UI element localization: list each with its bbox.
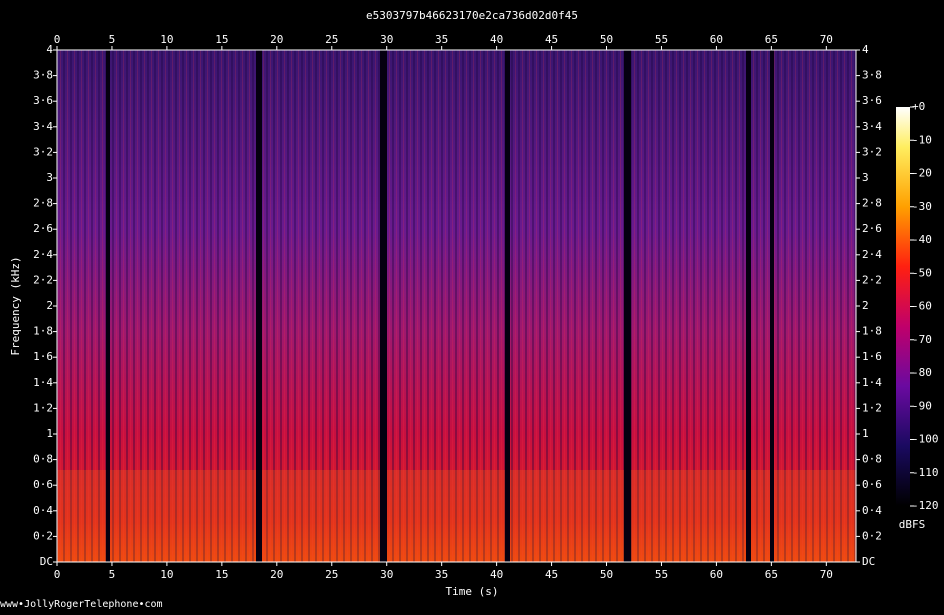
y-tick-label-right: 0·8: [862, 453, 882, 466]
colorbar-tick-label: -110: [912, 466, 939, 479]
y-tick-label-right: 2·8: [862, 197, 882, 210]
y-tick-label-right: 3: [862, 171, 869, 184]
colorbar-tick-label: -60: [912, 300, 932, 313]
y-tick-label-right: 2: [862, 299, 869, 312]
x-tick-label: 25: [325, 568, 338, 581]
y-tick-label-right: 3·4: [862, 120, 882, 133]
y-tick-label: 4: [46, 43, 53, 56]
y-tick-label-right: 3·6: [862, 94, 882, 107]
y-tick-label: 2·4: [33, 248, 53, 261]
x-tick-label-top: 50: [600, 33, 613, 46]
x-tick-label: 30: [380, 568, 393, 581]
x-tick-label-top: 10: [160, 33, 173, 46]
x-axis-label: Time (s): [446, 585, 499, 598]
footer: www•JollyRogerTelephone•com: [0, 599, 163, 610]
x-tick-label-top: 70: [820, 33, 833, 46]
y-tick-label: 3·4: [33, 120, 53, 133]
colorbar: [896, 107, 910, 506]
x-tick-label: 40: [490, 568, 503, 581]
x-tick-label-top: 0: [54, 33, 61, 46]
y-tick-label-right: 3·8: [862, 69, 882, 82]
chart-title: e5303797b46623170e2ca736d02d0f45: [366, 9, 578, 22]
y-tick-label-right: 1·4: [862, 376, 882, 389]
x-tick-label-top: 65: [765, 33, 778, 46]
y-tick-label-right: 0·2: [862, 529, 882, 542]
y-tick-label-right: 1·8: [862, 325, 882, 338]
y-tick-label: 1·6: [33, 350, 53, 363]
colorbar-tick-label: -30: [912, 200, 932, 213]
x-tick-label-top: 45: [545, 33, 558, 46]
colorbar-tick-label: -20: [912, 167, 932, 180]
x-tick-label-top: 55: [655, 33, 668, 46]
x-tick-label: 5: [109, 568, 116, 581]
y-tick-label: 2·6: [33, 222, 53, 235]
x-tick-label-top: 5: [109, 33, 116, 46]
x-tick-label-top: 35: [435, 33, 448, 46]
x-tick-label: 0: [54, 568, 61, 581]
x-tick-label-top: 60: [710, 33, 723, 46]
y-tick-label-right: 1·6: [862, 350, 882, 363]
colorbar-tick-label: +0: [912, 100, 925, 113]
x-tick-label: 55: [655, 568, 668, 581]
x-tick-label: 35: [435, 568, 448, 581]
colorbar-tick-label: -120: [912, 499, 939, 512]
x-tick-label-top: 15: [215, 33, 228, 46]
y-tick-label: 1: [46, 427, 53, 440]
y-tick-label: 0·4: [33, 504, 53, 517]
y-tick-label: 3·8: [33, 69, 53, 82]
y-tick-label: 2·2: [33, 273, 53, 286]
x-tick-label: 65: [765, 568, 778, 581]
y-tick-label: 2: [46, 299, 53, 312]
colorbar-tick-label: -80: [912, 366, 932, 379]
colorbar-tick-label: -50: [912, 266, 932, 279]
x-tick-label-top: 25: [325, 33, 338, 46]
y-tick-label-right: 2·4: [862, 248, 882, 261]
y-tick-label-right: 1·2: [862, 401, 882, 414]
y-tick-label: 3: [46, 171, 53, 184]
x-tick-label: 45: [545, 568, 558, 581]
x-tick-label-top: 20: [270, 33, 283, 46]
y-tick-label-right: 3·2: [862, 145, 882, 158]
colorbar-tick-label: -100: [912, 433, 939, 446]
x-tick-label: 10: [160, 568, 173, 581]
y-tick-label: 3·6: [33, 94, 53, 107]
y-tick-label: 1·4: [33, 376, 53, 389]
x-tick-label: 50: [600, 568, 613, 581]
x-tick-label: 20: [270, 568, 283, 581]
y-tick-label: 0·8: [33, 453, 53, 466]
x-tick-label: 15: [215, 568, 228, 581]
y-tick-label-right: 0·4: [862, 504, 882, 517]
colorbar-label: dBFS: [899, 518, 926, 531]
colorbar-tick-label: -90: [912, 399, 932, 412]
x-tick-label: 70: [820, 568, 833, 581]
y-tick-label: 0·6: [33, 478, 53, 491]
y-tick-label: 3·2: [33, 145, 53, 158]
y-axis-label: Frequency (kHz): [9, 256, 22, 355]
y-tick-label: 1·8: [33, 325, 53, 338]
x-tick-label-top: 30: [380, 33, 393, 46]
y-tick-label-right: 2·2: [862, 273, 882, 286]
y-tick-label: 2·8: [33, 197, 53, 210]
x-tick-label-top: 40: [490, 33, 503, 46]
colorbar-tick-label: -40: [912, 233, 932, 246]
y-tick-label: 0·2: [33, 529, 53, 542]
spectrogram-image: [57, 50, 856, 562]
y-tick-label: DC: [40, 555, 53, 568]
y-tick-label-right: 4: [862, 43, 869, 56]
colorbar-tick-label: -10: [912, 133, 932, 146]
y-tick-label-right: 2·6: [862, 222, 882, 235]
colorbar-tick-label: -70: [912, 333, 932, 346]
y-tick-label-right: 0·6: [862, 478, 882, 491]
y-tick-label: 1·2: [33, 401, 53, 414]
x-tick-label: 60: [710, 568, 723, 581]
y-tick-label-right: 1: [862, 427, 869, 440]
y-tick-label-right: DC: [862, 555, 875, 568]
